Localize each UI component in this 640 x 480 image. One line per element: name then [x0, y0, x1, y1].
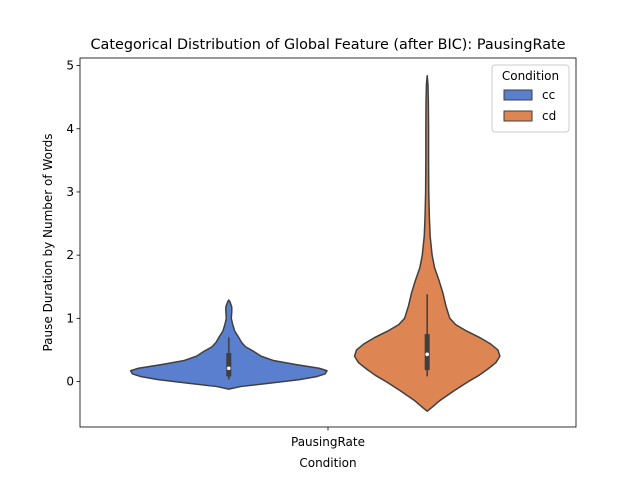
legend: Condition cc cd — [491, 64, 570, 133]
y-axis: 0 1 2 3 4 5 — [66, 59, 80, 389]
y-tick-label: 5 — [66, 59, 74, 73]
median-dot-cc — [227, 366, 231, 371]
x-axis: PausingRate — [291, 427, 365, 449]
y-axis-label: Pause Duration by Number of Words — [41, 133, 55, 351]
x-tick-label: PausingRate — [291, 435, 365, 449]
legend-label-cc: cc — [542, 88, 555, 102]
legend-label-cd: cd — [542, 109, 556, 123]
x-axis-label: Condition — [299, 456, 356, 470]
y-tick-label: 3 — [66, 185, 74, 199]
violin-group — [129, 74, 501, 412]
y-tick-label: 4 — [66, 122, 74, 136]
y-tick-label: 1 — [66, 311, 74, 325]
legend-title: Condition — [502, 69, 559, 83]
violin-cd — [353, 74, 501, 412]
y-tick-label: 0 — [66, 375, 74, 389]
legend-swatch-cc — [503, 89, 533, 101]
y-tick-label: 2 — [66, 248, 74, 262]
median-dot-cd — [425, 352, 430, 357]
legend-swatch-cd — [503, 110, 533, 122]
chart-title: Categorical Distribution of Global Featu… — [90, 37, 565, 53]
